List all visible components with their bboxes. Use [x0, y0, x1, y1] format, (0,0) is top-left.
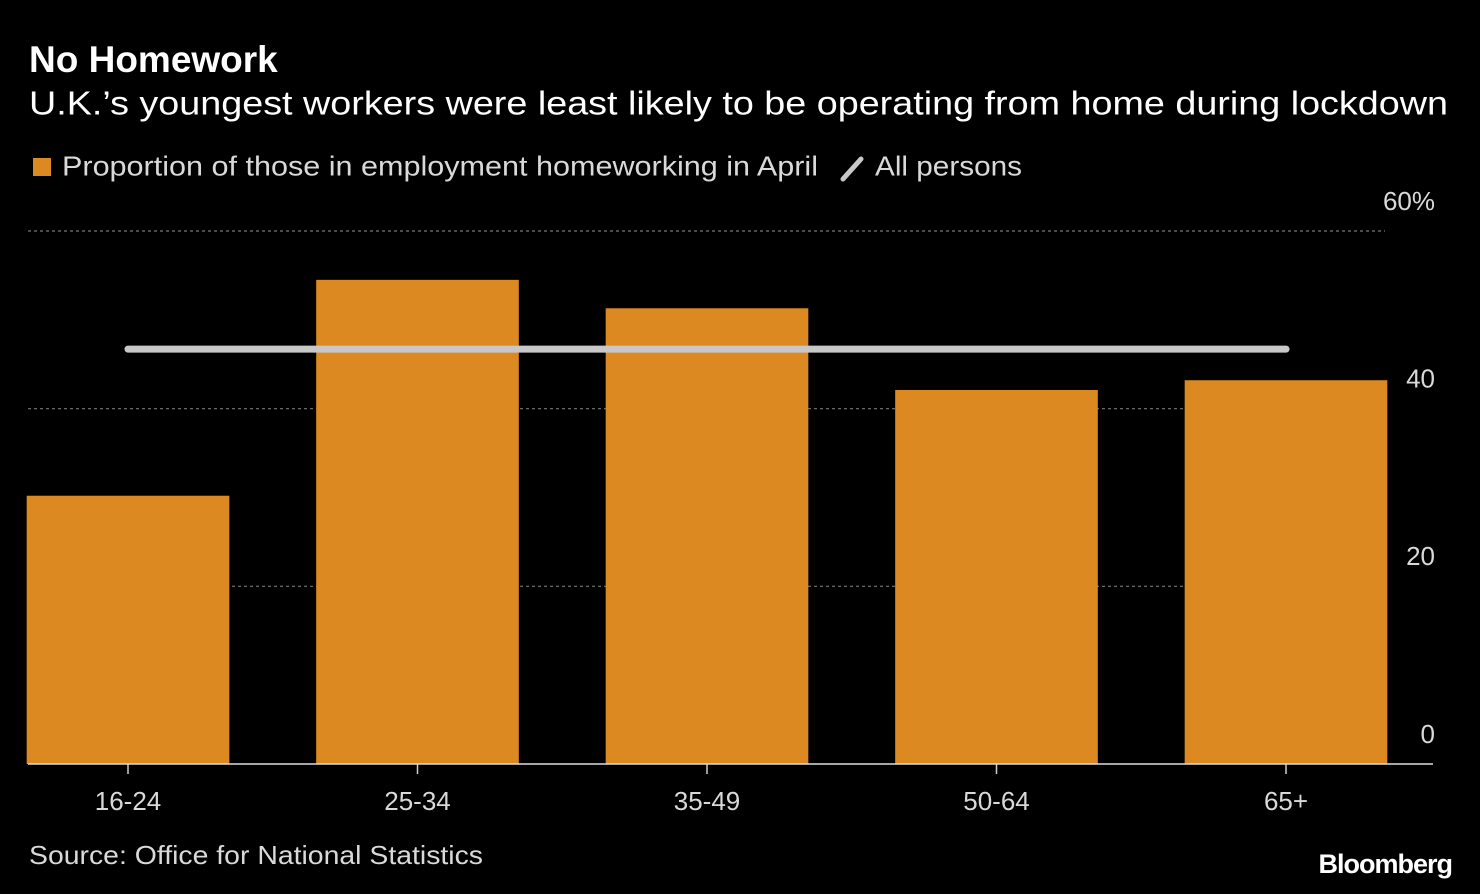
- bar: [1184, 380, 1388, 764]
- bar: [895, 390, 1098, 764]
- bar: [316, 279, 519, 764]
- x-tick-label: 16-24: [95, 786, 162, 816]
- legend-swatch: [33, 158, 51, 176]
- x-tick-label: 65+: [1264, 786, 1308, 816]
- legend-line-icon: [840, 156, 864, 182]
- y-tick-label: 0: [1421, 719, 1435, 749]
- bar: [26, 495, 230, 764]
- legend: Proportion of those in employment homewo…: [33, 150, 1022, 182]
- x-tick-label: 50-64: [963, 786, 1030, 816]
- x-tick-label: 35-49: [674, 786, 741, 816]
- legend-label: All persons: [875, 150, 1022, 181]
- source: Source: Office for National Statistics: [29, 840, 483, 870]
- chart-title: No Homework: [29, 39, 278, 80]
- y-tick-label: 20: [1406, 541, 1435, 571]
- legend-label: Proportion of those in employment homewo…: [62, 150, 818, 181]
- brand: Bloomberg: [1318, 849, 1452, 879]
- x-tick-label: 25-34: [384, 786, 451, 816]
- y-tick-label: 60%: [1383, 186, 1435, 216]
- bar: [605, 308, 809, 764]
- chart-subtitle: U.K.’s youngest workers were least likel…: [29, 85, 1448, 122]
- y-tick-label: 40: [1406, 364, 1435, 394]
